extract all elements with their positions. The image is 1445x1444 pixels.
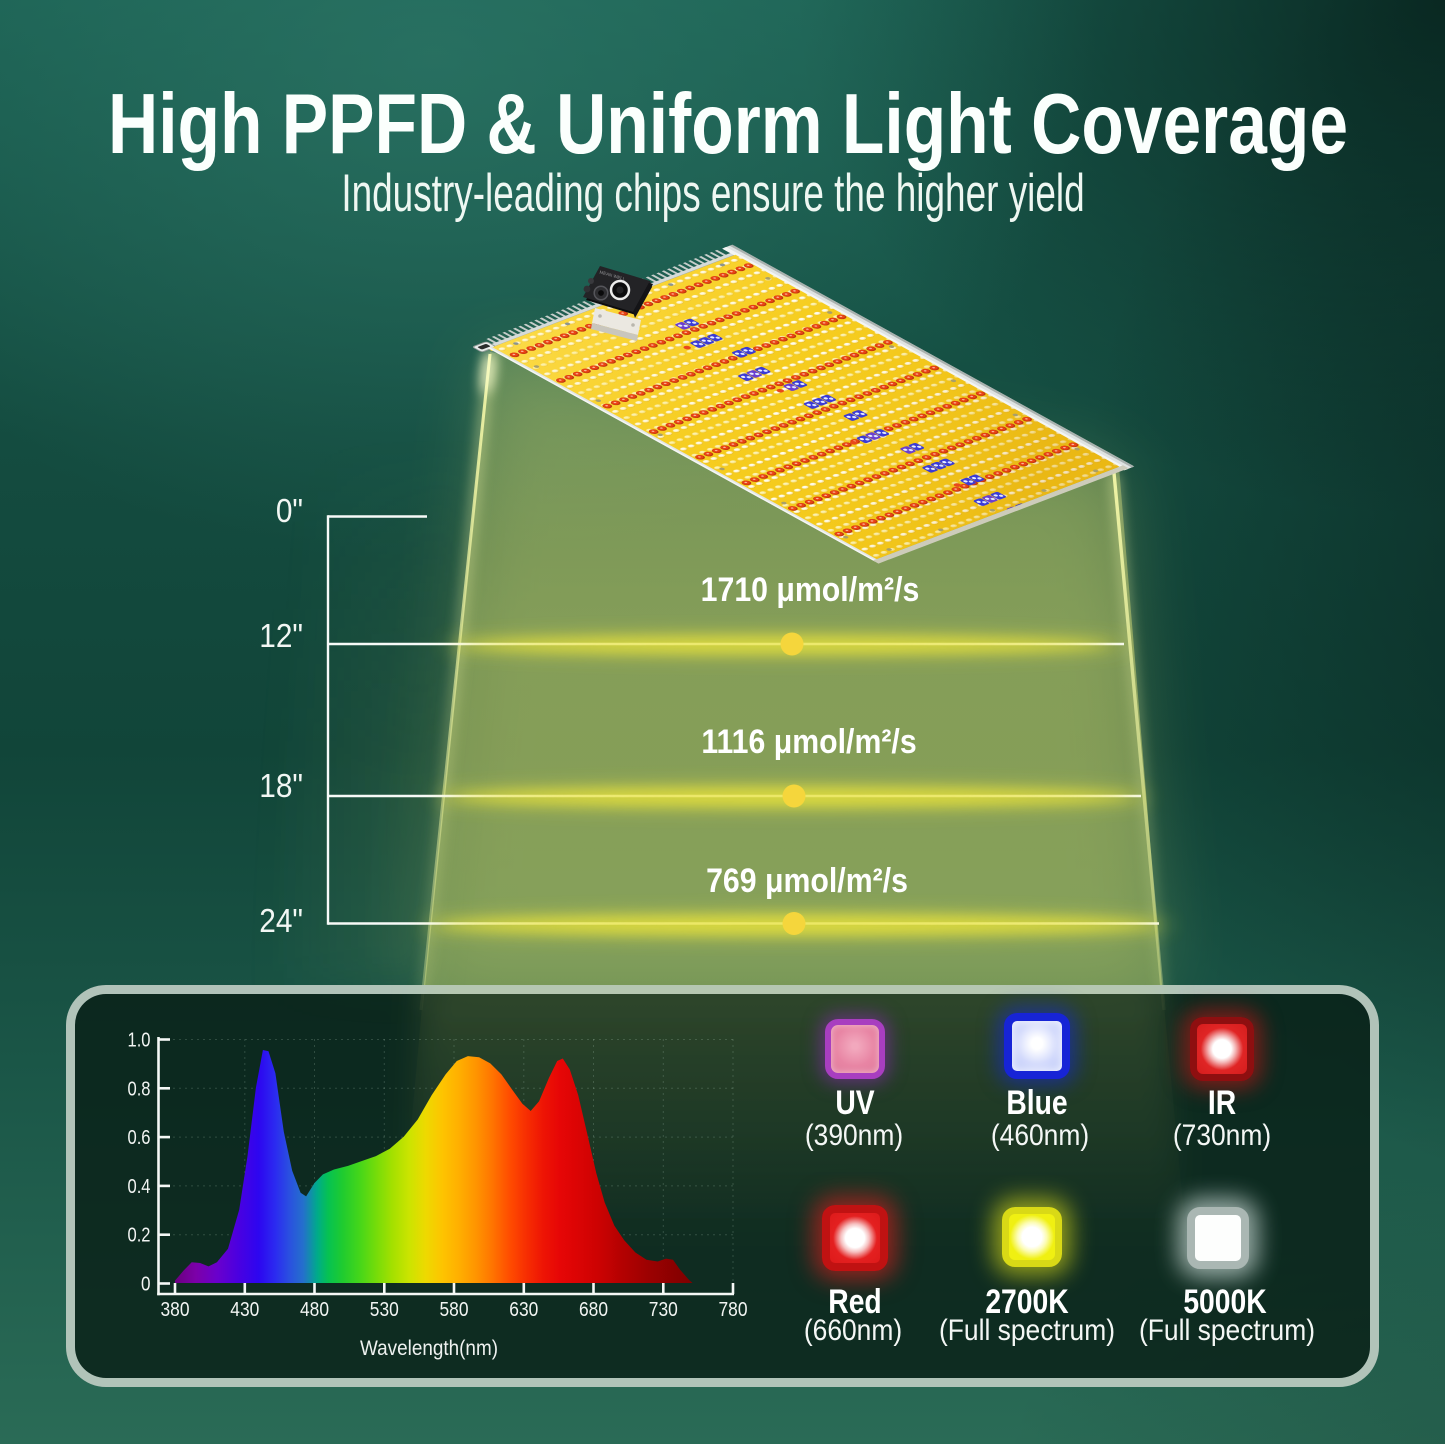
svg-text:1.0: 1.0 (128, 1030, 151, 1052)
svg-text:Wavelength(nm): Wavelength(nm) (360, 1337, 498, 1360)
svg-text:680: 680 (579, 1299, 608, 1321)
svg-text:0.2: 0.2 (128, 1225, 151, 1247)
svg-text:0.4: 0.4 (128, 1176, 151, 1198)
svg-text:730: 730 (649, 1299, 678, 1321)
svg-text:430: 430 (230, 1299, 259, 1321)
svg-text:530: 530 (370, 1299, 399, 1321)
svg-text:630: 630 (509, 1299, 538, 1321)
svg-text:0.6: 0.6 (128, 1127, 151, 1149)
svg-text:580: 580 (440, 1299, 469, 1321)
svg-text:380: 380 (161, 1299, 190, 1321)
svg-text:0: 0 (141, 1274, 151, 1296)
svg-text:0.8: 0.8 (128, 1078, 151, 1100)
svg-text:480: 480 (300, 1299, 329, 1321)
svg-text:780: 780 (719, 1299, 748, 1321)
